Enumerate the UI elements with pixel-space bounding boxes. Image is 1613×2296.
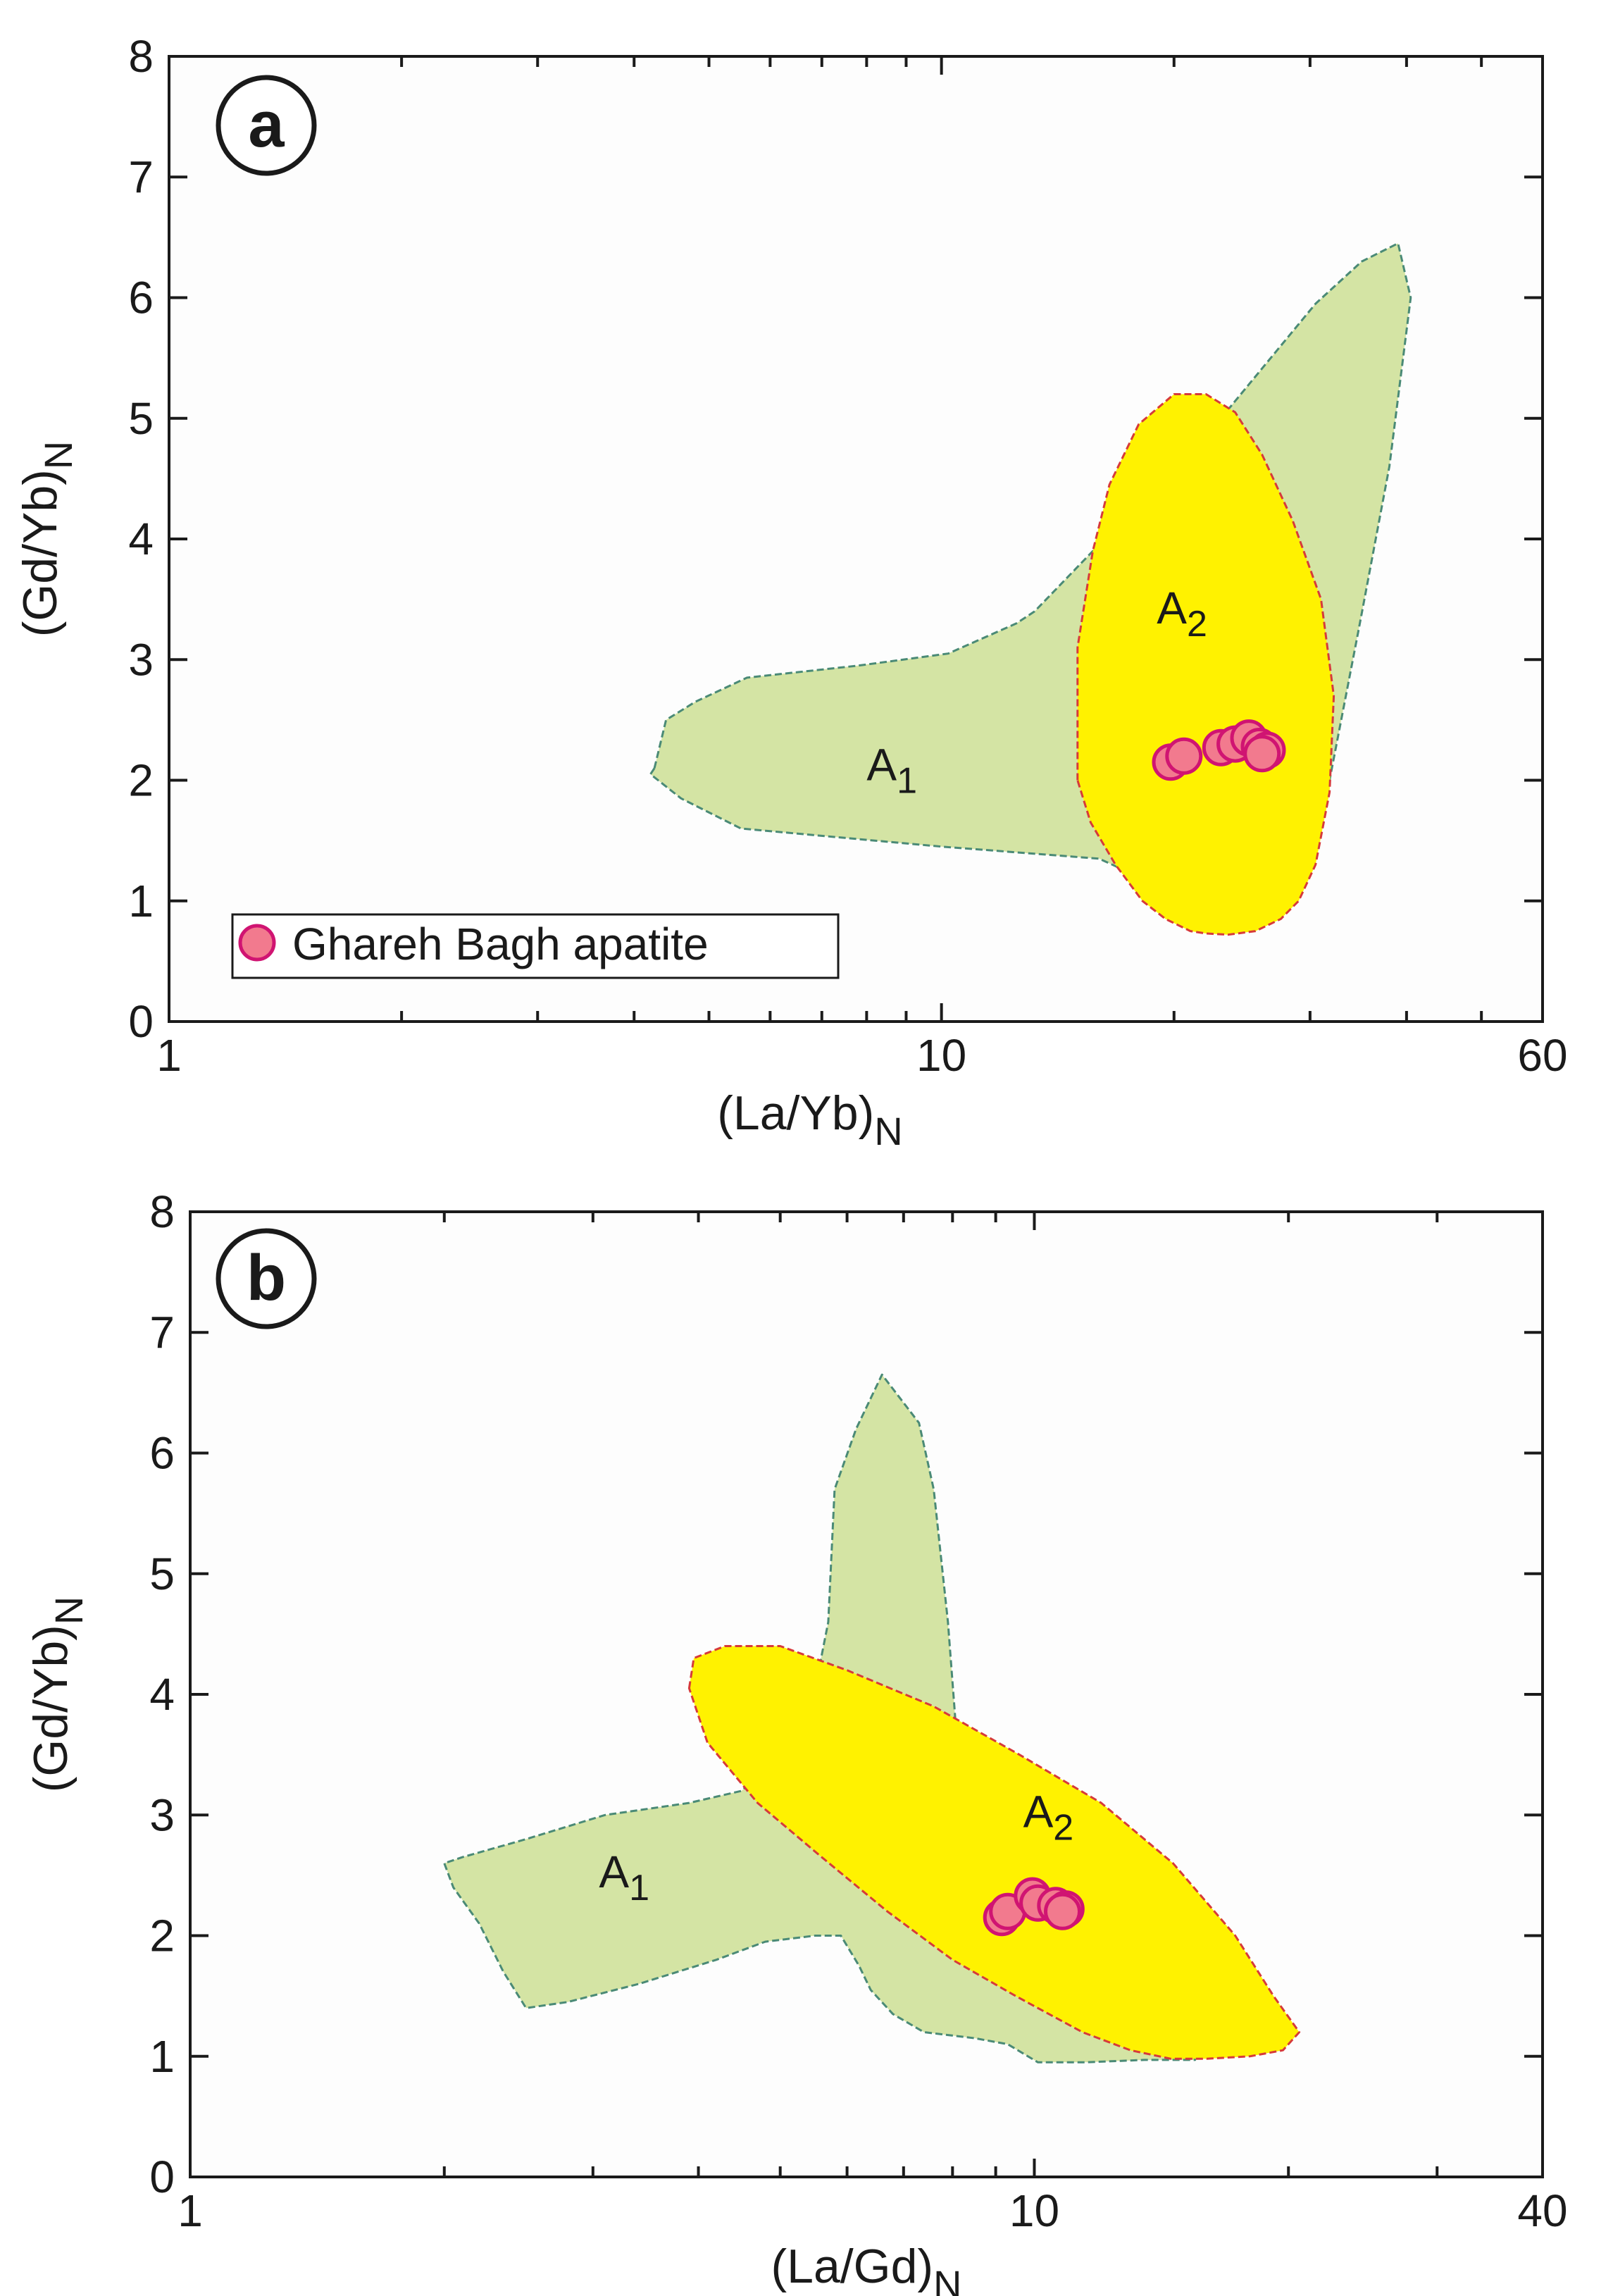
y-tick-label: 1 — [128, 876, 154, 926]
x-tick-label: 10 — [1009, 2185, 1059, 2236]
y-tick-label: 2 — [128, 755, 154, 806]
panel-b-letter-badge: b — [216, 1228, 317, 1329]
y-tick-label: 6 — [149, 1428, 175, 1479]
x-tick-label: 1 — [156, 1030, 182, 1081]
panel-a-field-a1-label: A1 — [866, 740, 917, 802]
panel-a-x-tick-labels: 1 10 60 — [156, 1030, 1567, 1081]
circle-marker-icon — [238, 924, 276, 962]
y-tick-label: 5 — [128, 393, 154, 444]
y-tick-label: 7 — [149, 1307, 175, 1358]
x-tick-label: 10 — [916, 1030, 966, 1081]
panel-b-field-a2 — [687, 1645, 1301, 2060]
y-tick-label: 4 — [128, 514, 154, 564]
panel-a: A1 A2 a Ghareh Bagh apatite (La/Yb)N (Gd… — [13, 31, 1568, 1153]
panel-a-field-labels: A1 A2 — [866, 583, 1207, 802]
y-tick-label: 2 — [149, 1911, 175, 1961]
y-tick-label: 1 — [149, 2031, 175, 2082]
panel-a-x-axis-title: (La/Yb)N — [717, 1086, 902, 1153]
x-tick-label: 40 — [1517, 2185, 1567, 2236]
panel-b-markers — [983, 1877, 1085, 1937]
data-point — [1243, 735, 1281, 773]
panel-b-y-axis-title: (Gd/Yb)N — [24, 1596, 91, 1793]
y-tick-label: 6 — [128, 273, 154, 323]
y-tick-label: 7 — [128, 151, 154, 202]
panel-a-field-a2 — [1076, 393, 1335, 936]
panel-b-x-axis-title: (La/Gd)N — [771, 2240, 962, 2296]
y-tick-label: 8 — [149, 1186, 175, 1237]
panel-b-field-labels: A1 A2 — [599, 1786, 1073, 1909]
panel-b-field-a1-label: A1 — [599, 1847, 649, 1909]
y-tick-label: 0 — [128, 996, 154, 1047]
panel-b-letter: b — [247, 1242, 286, 1314]
panel-b-plot-frame — [189, 1210, 1544, 2178]
panel-b: A1 A2 b (La/Gd)N (Gd/Yb)N 1 10 40 0 1 2 … — [24, 1186, 1568, 2296]
panel-a-markers — [1152, 719, 1286, 781]
panel-a-plot-frame — [168, 55, 1544, 1023]
x-tick-label: 60 — [1517, 1030, 1567, 1081]
legend-label: Ghareh Bagh apatite — [292, 919, 709, 969]
panel-a-field-a2-label: A2 — [1157, 583, 1207, 645]
panel-b-field-a2-label: A2 — [1023, 1786, 1074, 1848]
panel-b-x-tick-labels: 1 10 40 — [178, 2185, 1567, 2236]
y-tick-label: 3 — [128, 634, 154, 685]
x-tick-label: 1 — [178, 2185, 203, 2236]
panel-a-fields — [649, 242, 1412, 936]
panel-a-letter-badge: a — [216, 75, 317, 176]
data-point — [1165, 737, 1203, 775]
panel-a-y-axis-title: (Gd/Yb)N — [13, 441, 80, 638]
y-tick-label: 4 — [149, 1669, 175, 1720]
panel-b-fields — [443, 1373, 1301, 2064]
y-tick-label: 3 — [149, 1789, 175, 1840]
panel-b-y-tick-labels: 0 1 2 3 4 5 6 7 8 — [149, 1186, 175, 2202]
y-tick-label: 5 — [149, 1549, 175, 1599]
panel-a-y-tick-labels: 0 1 2 3 4 5 6 7 8 — [128, 31, 154, 1047]
panel-a-letter: a — [248, 89, 285, 161]
panel-a-legend: Ghareh Bagh apatite — [231, 913, 840, 979]
y-tick-label: 8 — [128, 31, 154, 82]
y-tick-label: 0 — [149, 2152, 175, 2202]
data-point — [1044, 1892, 1081, 1930]
legend-box — [231, 913, 840, 979]
